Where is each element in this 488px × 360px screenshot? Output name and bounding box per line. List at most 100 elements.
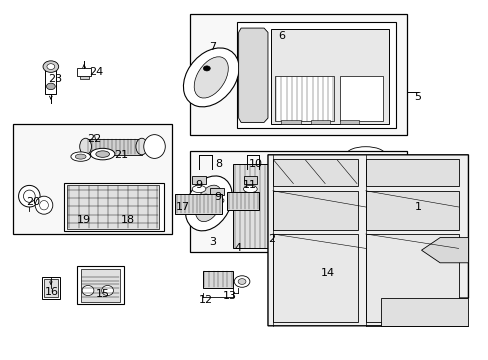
Ellipse shape [102,285,113,296]
Text: 9: 9 [195,180,202,190]
Ellipse shape [35,196,53,214]
Text: 6: 6 [278,31,285,41]
Ellipse shape [356,199,388,239]
Bar [339,120,359,124]
Ellipse shape [90,148,115,160]
Text: 2: 2 [267,234,274,244]
Text: 13: 13 [223,291,236,301]
Ellipse shape [185,176,232,231]
Text: 19: 19 [77,215,91,225]
Ellipse shape [71,152,90,161]
Bar [271,29,388,124]
Ellipse shape [203,194,208,198]
Bar [275,76,333,121]
Text: 23: 23 [48,74,61,84]
Text: 8: 8 [215,159,222,169]
Bar [348,245,368,248]
Ellipse shape [40,201,48,210]
Ellipse shape [47,64,55,69]
Polygon shape [267,155,468,326]
Bar [189,14,407,135]
Bar [77,68,91,76]
Polygon shape [421,238,468,263]
Ellipse shape [136,138,147,155]
Text: 17: 17 [175,202,189,212]
Ellipse shape [80,138,91,155]
Ellipse shape [143,135,165,158]
Text: 9: 9 [214,192,221,202]
Text: 21: 21 [114,150,128,160]
Ellipse shape [183,48,239,107]
Bar [310,120,329,124]
Bar [63,183,163,231]
Bar [282,192,346,246]
Ellipse shape [195,185,222,222]
Bar [175,194,221,214]
Text: 12: 12 [199,294,213,305]
Bar [13,124,172,234]
Ellipse shape [46,83,55,90]
Polygon shape [381,298,468,326]
Bar [227,192,259,210]
Text: 14: 14 [320,268,334,278]
Ellipse shape [363,208,381,230]
Bar [272,234,358,322]
Text: 22: 22 [87,134,102,144]
Bar [317,262,331,265]
Bar [282,245,302,248]
Text: 16: 16 [45,287,59,297]
Text: 15: 15 [96,289,109,299]
Bar [85,139,142,155]
Bar [189,151,407,252]
Text: 10: 10 [248,159,262,169]
Ellipse shape [96,151,109,157]
Bar [365,191,458,230]
Bar [236,22,395,128]
Bar [45,70,56,94]
Ellipse shape [43,61,59,72]
Bar [312,249,336,263]
Bar [281,120,300,124]
Bar [348,192,395,246]
Text: 18: 18 [121,215,135,225]
Text: 7: 7 [209,42,216,52]
Ellipse shape [243,185,257,193]
Bar [365,234,458,322]
Text: 1: 1 [414,202,421,212]
Bar [306,245,326,248]
Bar [81,269,120,302]
Bar [279,164,399,248]
Bar [339,76,382,121]
Bar [272,159,358,186]
Text: 20: 20 [26,197,40,207]
Ellipse shape [315,251,333,261]
Polygon shape [238,28,267,122]
Ellipse shape [203,66,210,71]
Bar [210,188,224,195]
Ellipse shape [210,197,224,204]
Bar [243,176,257,184]
Text: 4: 4 [234,243,241,253]
Bar [41,277,60,299]
Ellipse shape [23,190,35,202]
Bar [77,266,123,304]
Bar [44,279,58,297]
Text: 3: 3 [209,237,216,247]
Ellipse shape [82,285,94,296]
Ellipse shape [19,185,40,207]
Bar [272,191,358,230]
Bar [80,76,88,79]
Text: 11: 11 [242,180,256,190]
Text: 24: 24 [89,67,103,77]
Ellipse shape [194,57,228,98]
Ellipse shape [234,276,249,287]
Bar [203,271,233,288]
Bar [192,176,205,184]
Text: 5: 5 [414,92,421,102]
Bar [232,164,275,248]
Ellipse shape [238,279,245,284]
Bar [67,185,159,229]
Bar [365,159,458,186]
Ellipse shape [192,185,205,193]
Ellipse shape [75,154,86,159]
